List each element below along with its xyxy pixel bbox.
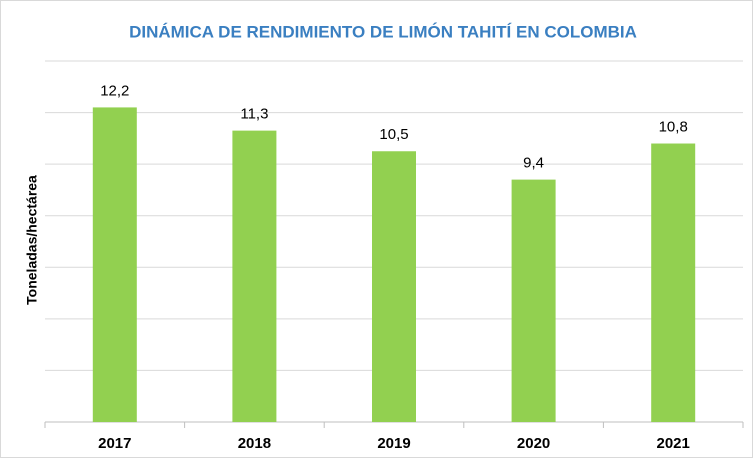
bar (511, 179, 556, 422)
x-tick-label: 2021 (657, 435, 690, 452)
bar (232, 130, 277, 422)
chart-title: DINÁMICA DE RENDIMIENTO DE LIMÓN TAHITÍ … (129, 22, 637, 41)
data-label: 9,4 (523, 155, 544, 172)
x-tick-label: 2019 (377, 435, 410, 452)
y-axis-label: Toneladas/hectárea (24, 175, 40, 305)
data-label: 10,5 (379, 126, 408, 143)
data-label: 10,8 (659, 118, 688, 135)
data-label: 11,3 (240, 106, 268, 123)
x-tick-label: 2017 (98, 435, 131, 452)
bar (92, 107, 137, 423)
x-tick-label: 2018 (238, 435, 271, 452)
bar (372, 151, 416, 422)
x-tick-label: 2020 (517, 435, 550, 452)
bar (651, 143, 696, 422)
data-label: 12,2 (100, 82, 129, 99)
